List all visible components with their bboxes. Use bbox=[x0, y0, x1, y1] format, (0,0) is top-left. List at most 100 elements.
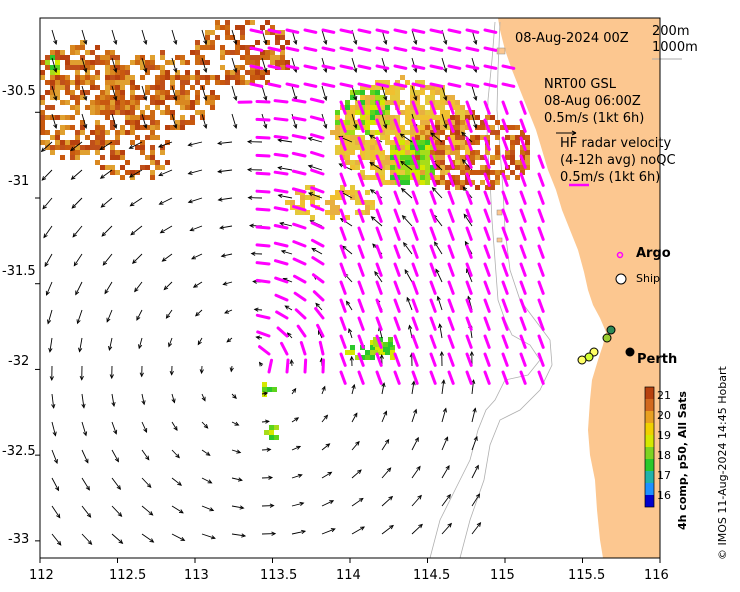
sst-cell bbox=[140, 165, 145, 170]
radar-vector bbox=[501, 190, 509, 205]
sst-cell bbox=[495, 155, 500, 160]
radar-vector bbox=[393, 262, 401, 277]
sst-cell bbox=[395, 115, 400, 120]
sst-cell bbox=[105, 60, 110, 65]
sst-cell bbox=[420, 135, 425, 140]
sst-cell bbox=[400, 110, 405, 115]
sst-cell bbox=[360, 150, 365, 155]
perth-marker bbox=[625, 347, 635, 357]
gsl-vector bbox=[231, 477, 243, 482]
sst-cell bbox=[365, 95, 370, 100]
sst-cell bbox=[75, 150, 80, 155]
sst-cell bbox=[345, 150, 350, 155]
sst-cell bbox=[400, 85, 405, 90]
sst-cell bbox=[215, 25, 220, 30]
gsl-vector bbox=[165, 309, 173, 319]
sst-cell bbox=[490, 155, 495, 160]
sst-cell bbox=[145, 155, 150, 160]
gsl-vector bbox=[104, 281, 113, 295]
sst-cell bbox=[100, 130, 105, 135]
sst-cell bbox=[380, 180, 385, 185]
gsl-vector bbox=[399, 133, 413, 143]
sst-cell bbox=[45, 115, 50, 120]
sst-cell bbox=[410, 110, 415, 115]
gsl-vector bbox=[168, 337, 173, 348]
radar-vector bbox=[249, 64, 264, 70]
sst-cell bbox=[95, 100, 100, 105]
sst-cell bbox=[415, 140, 420, 145]
sst-cell bbox=[350, 125, 355, 130]
radar-vector bbox=[411, 208, 419, 223]
sst-cell bbox=[125, 115, 130, 120]
sst-cell bbox=[65, 80, 70, 85]
sst-cell bbox=[430, 150, 435, 155]
radar-vector bbox=[276, 326, 289, 338]
sst-cell bbox=[45, 140, 50, 145]
sst-cell bbox=[115, 170, 120, 175]
sst-cell bbox=[45, 105, 50, 110]
sst-cell bbox=[95, 150, 100, 155]
sst-cell bbox=[245, 20, 250, 25]
radar-vector bbox=[501, 172, 509, 187]
sst-cell bbox=[274, 435, 279, 440]
radar-vector bbox=[393, 82, 408, 88]
sst-cell bbox=[155, 160, 160, 165]
sst-cell bbox=[380, 150, 385, 155]
sst-cell bbox=[95, 120, 100, 125]
sst-cell bbox=[460, 170, 465, 175]
sst-cell bbox=[130, 120, 135, 125]
sst-cell bbox=[50, 55, 55, 60]
sst-cell bbox=[125, 130, 130, 135]
gsl-vector bbox=[201, 113, 208, 129]
sst-cell bbox=[65, 90, 70, 95]
radar-vector bbox=[447, 100, 455, 115]
sst-cell bbox=[295, 190, 300, 195]
radar-vector bbox=[339, 46, 354, 52]
gsl-current-vectors bbox=[40, 29, 482, 546]
sst-cell bbox=[355, 165, 360, 170]
sst-cell bbox=[269, 425, 274, 430]
radar-vector bbox=[465, 352, 473, 367]
sst-cell bbox=[90, 140, 95, 145]
gsl-vector bbox=[307, 192, 323, 199]
gsl-vector bbox=[261, 419, 270, 424]
sst-cell bbox=[175, 95, 180, 100]
sst-cell bbox=[370, 85, 375, 90]
sst-cell bbox=[150, 115, 155, 120]
sst-cell bbox=[115, 100, 120, 105]
sst-cell bbox=[220, 50, 225, 55]
radar-vector bbox=[357, 46, 372, 52]
sst-cell bbox=[435, 100, 440, 105]
gsl-vector bbox=[81, 533, 93, 545]
sst-cell bbox=[350, 190, 355, 195]
sst-cell bbox=[205, 45, 210, 50]
radar-vector bbox=[519, 280, 527, 295]
sst-cell bbox=[115, 95, 120, 100]
gsl-vector bbox=[171, 29, 178, 45]
sst-cell bbox=[510, 170, 515, 175]
sst-cell bbox=[75, 135, 80, 140]
sst-cell bbox=[420, 110, 425, 115]
radar-vector bbox=[411, 64, 426, 70]
radar-vector bbox=[465, 334, 473, 349]
sst-cell bbox=[130, 100, 135, 105]
gsl-vector bbox=[381, 85, 388, 101]
gsl-vector bbox=[106, 309, 113, 323]
sst-cell bbox=[475, 155, 480, 160]
sst-cell bbox=[455, 120, 460, 125]
sst-cell bbox=[390, 165, 395, 170]
radar-vector bbox=[483, 28, 498, 34]
sst-cell bbox=[230, 75, 235, 80]
sst-cell bbox=[345, 155, 350, 160]
radar-vector bbox=[321, 64, 336, 70]
radar-vector bbox=[291, 98, 307, 104]
sst-cell bbox=[265, 50, 270, 55]
sst-cell bbox=[345, 145, 350, 150]
sst-cell bbox=[80, 95, 85, 100]
sst-cell bbox=[335, 210, 340, 215]
sst-cell bbox=[365, 190, 370, 195]
gsl-vector bbox=[72, 225, 83, 238]
sst-cell bbox=[240, 75, 245, 80]
sst-cell bbox=[360, 210, 365, 215]
sst-cell bbox=[360, 170, 365, 175]
